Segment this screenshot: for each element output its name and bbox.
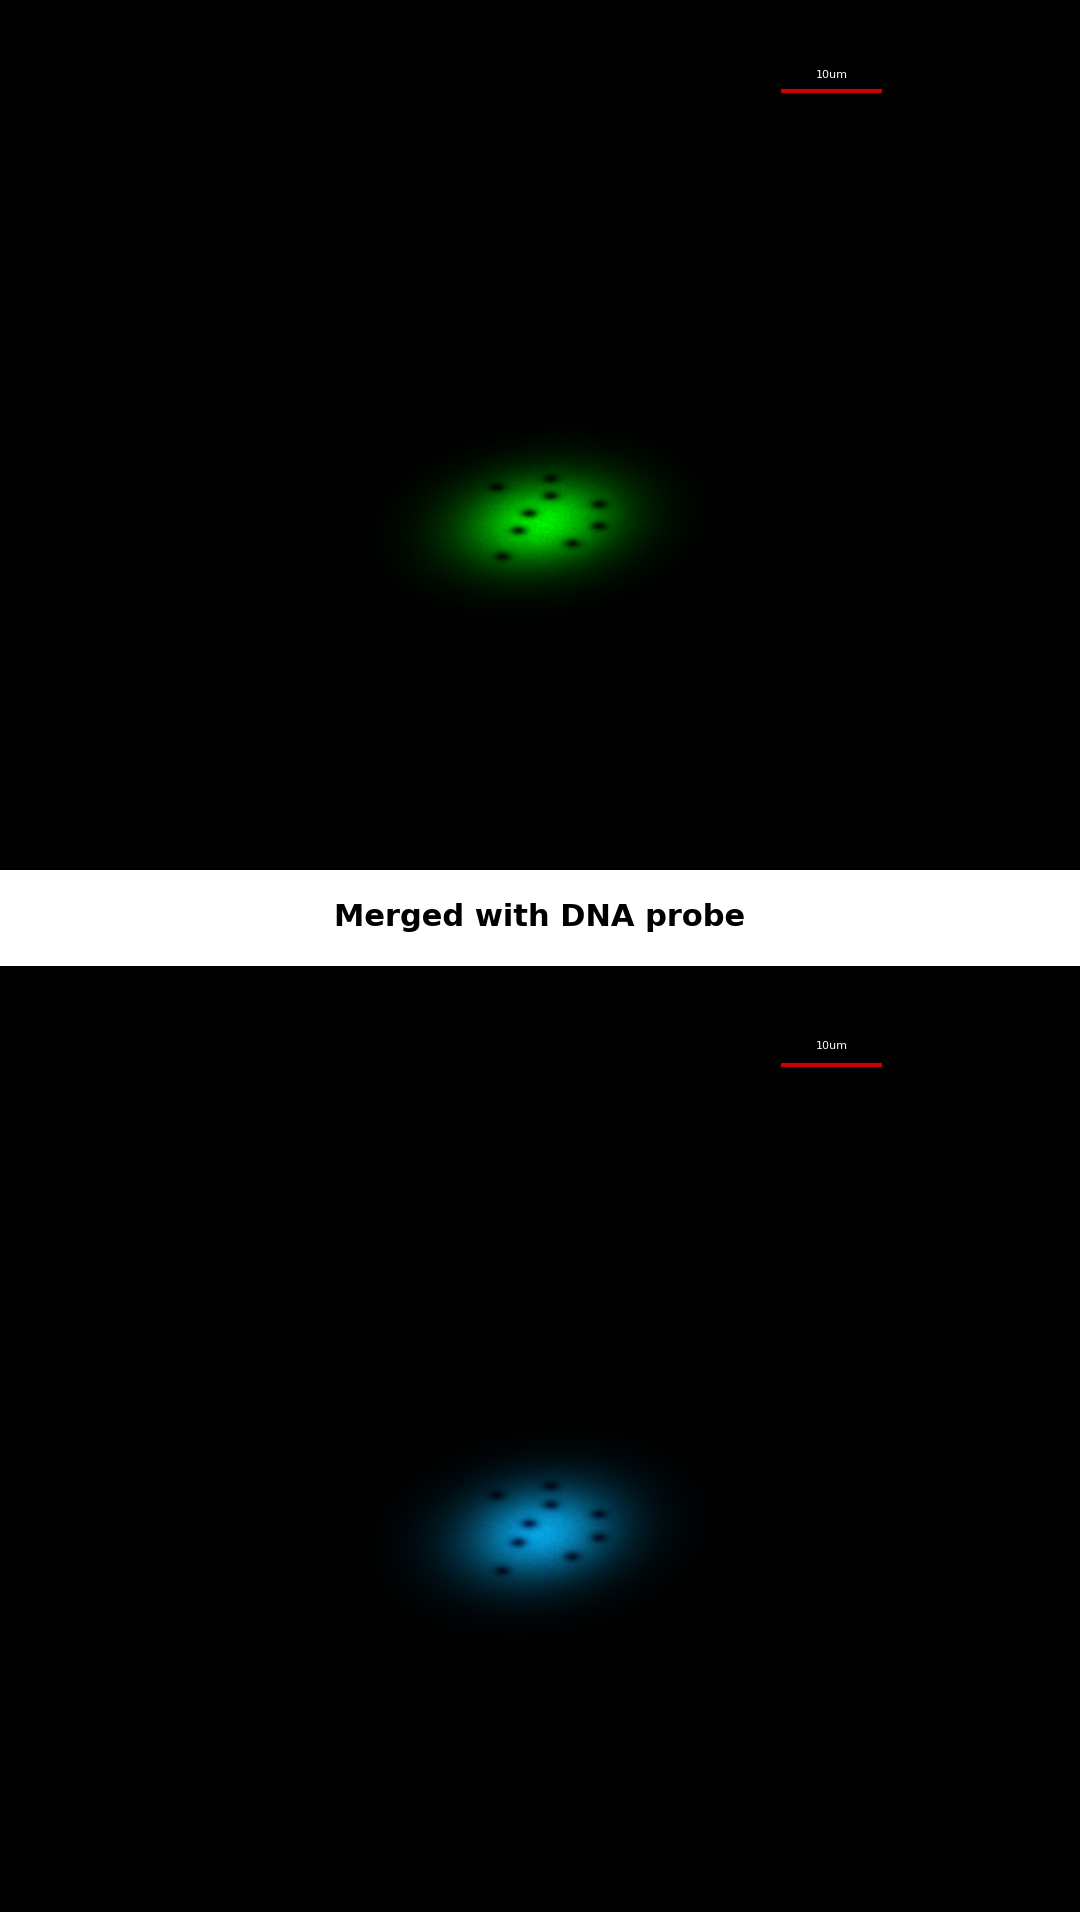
Text: 10um: 10um	[815, 69, 848, 80]
Text: 10um: 10um	[815, 1042, 848, 1052]
Text: Merged with DNA probe: Merged with DNA probe	[335, 902, 745, 933]
